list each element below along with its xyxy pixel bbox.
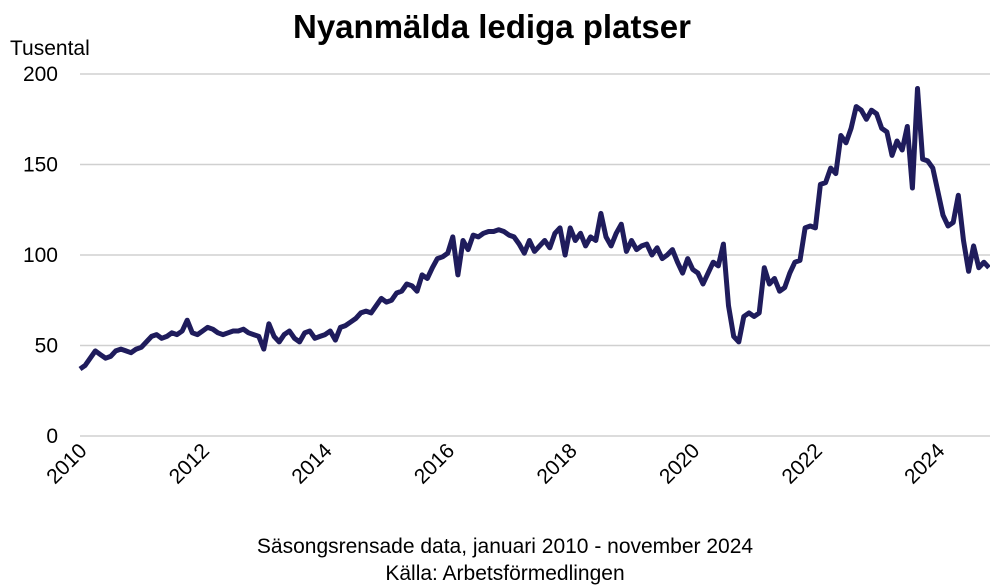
y-tick-label: 0 xyxy=(46,425,58,448)
chart-title: Nyanmälda lediga platser xyxy=(293,8,691,45)
x-tick-label: 2012 xyxy=(165,439,214,488)
x-tick-label: 2020 xyxy=(655,439,704,488)
note: Säsongsrensade data, januari 2010 - nove… xyxy=(257,535,753,558)
y-tick-label: 150 xyxy=(23,154,58,177)
x-tick-label: 2022 xyxy=(778,439,827,488)
x-tick-label: 2016 xyxy=(410,439,459,488)
y-tick-label: 50 xyxy=(35,335,58,358)
x-tick-label: 2018 xyxy=(532,439,581,488)
y-axis-label: Tusental xyxy=(10,37,90,60)
note: Källa: Arbetsförmedlingen xyxy=(385,562,624,585)
x-tick-label: 2014 xyxy=(287,439,337,489)
x-tick-label: 2024 xyxy=(900,439,950,489)
y-tick-label: 100 xyxy=(23,244,58,267)
data-line xyxy=(78,86,990,372)
y-tick-label: 200 xyxy=(23,63,58,86)
